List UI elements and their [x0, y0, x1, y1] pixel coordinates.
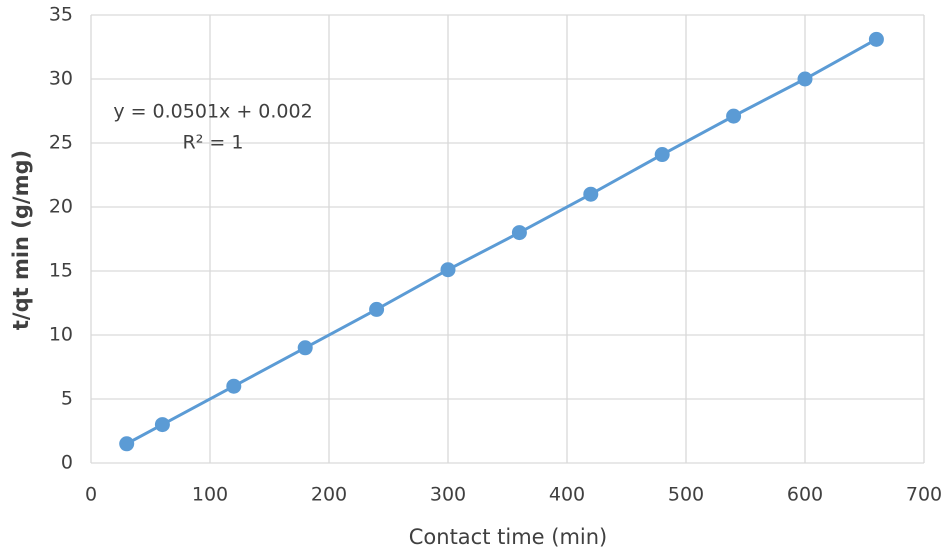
data-point — [726, 108, 742, 124]
data-point — [297, 340, 313, 356]
y-tick-label: 5 — [61, 388, 73, 410]
data-point — [226, 378, 242, 394]
data-point — [868, 31, 884, 47]
y-axis-label: t/qt min (g/mg) — [9, 150, 33, 330]
x-tick-label: 100 — [192, 484, 228, 506]
trend-line — [125, 38, 878, 446]
data-point — [369, 301, 385, 317]
r-squared: R² = 1 — [183, 132, 244, 154]
x-axis-label: Contact time (min) — [409, 525, 608, 549]
y-tick-label: 30 — [49, 68, 73, 90]
data-point — [154, 417, 170, 433]
y-tick-label: 0 — [61, 452, 73, 474]
data-point — [583, 186, 599, 202]
data-point — [511, 225, 527, 241]
y-tick-label: 15 — [49, 260, 73, 282]
x-tick-label: 500 — [668, 484, 704, 506]
data-point — [654, 147, 670, 163]
data-point — [119, 436, 135, 452]
x-tick-label: 700 — [906, 484, 942, 506]
equation: y = 0.0501x + 0.002 — [113, 101, 312, 123]
y-tick-label: 10 — [49, 324, 73, 346]
x-tick-label: 600 — [787, 484, 823, 506]
x-tick-label: 200 — [311, 484, 347, 506]
y-tick-label: 35 — [49, 4, 73, 26]
y-tick-label: 20 — [49, 196, 73, 218]
y-tick-label: 25 — [49, 132, 73, 154]
data-point — [440, 262, 456, 278]
x-tick-label: 400 — [549, 484, 585, 506]
data-point — [797, 71, 813, 87]
x-tick-label: 0 — [85, 484, 97, 506]
x-tick-label: 300 — [430, 484, 466, 506]
